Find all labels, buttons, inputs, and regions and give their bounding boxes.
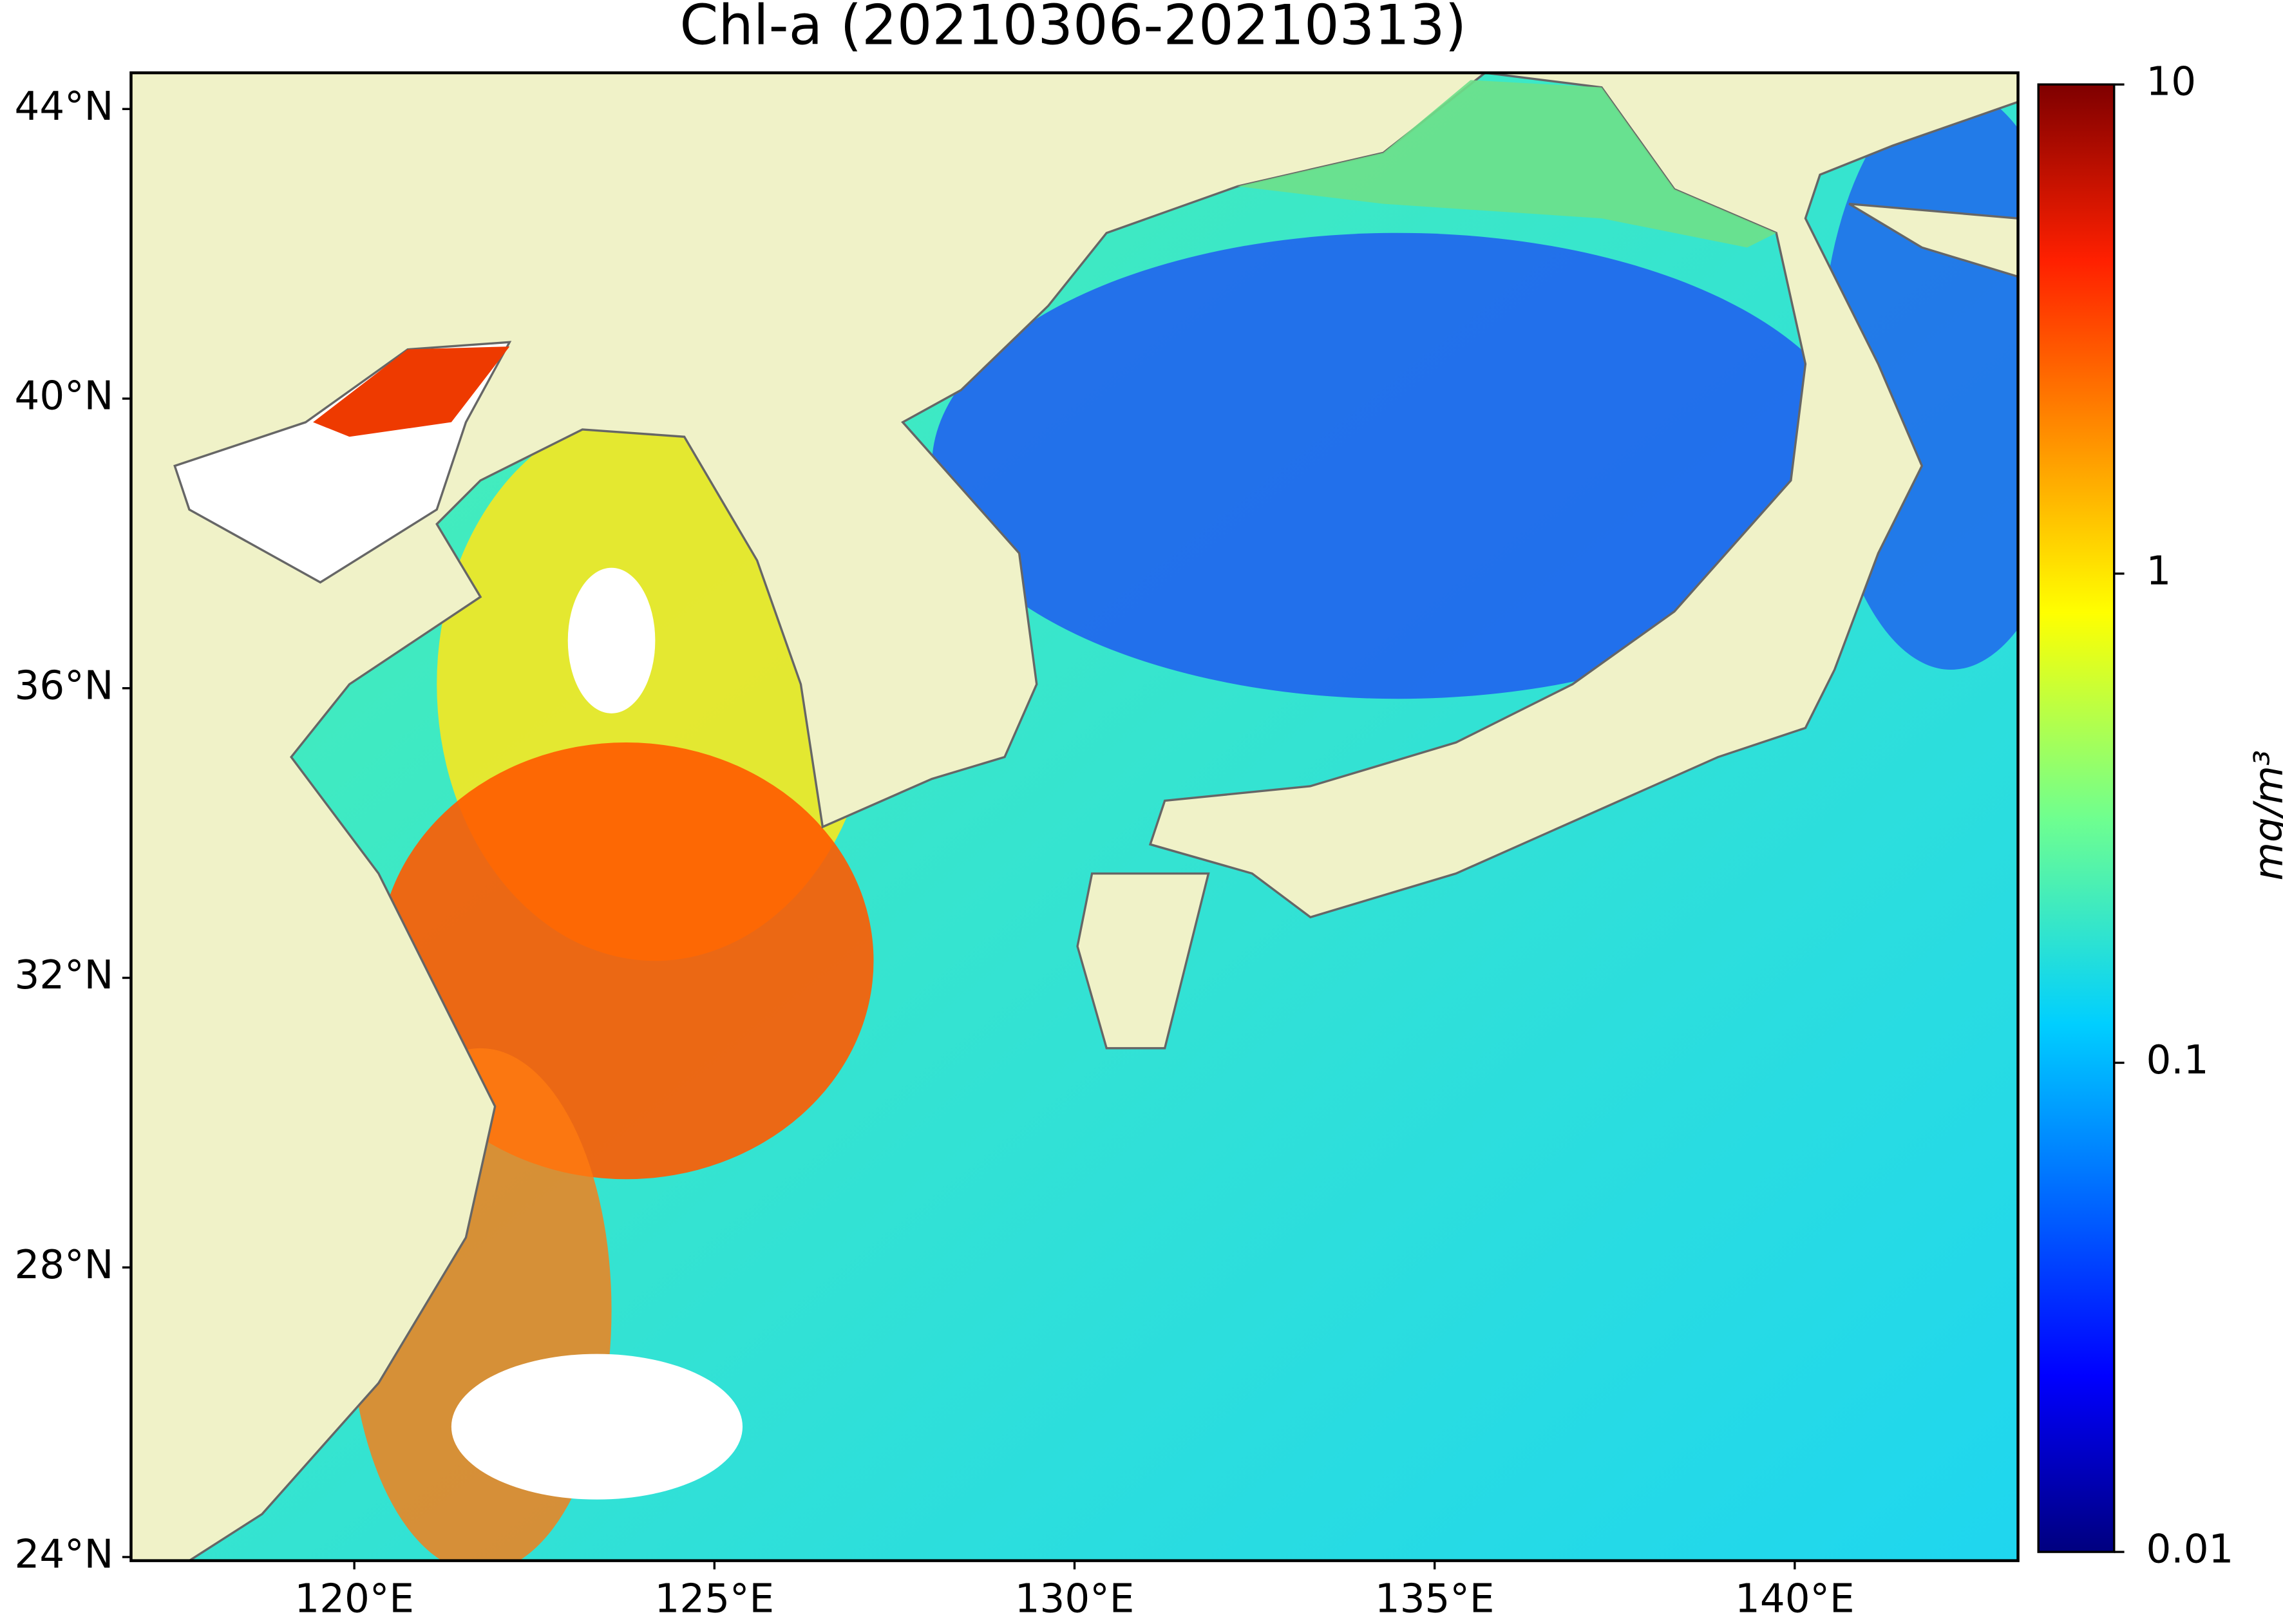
colorbar-tick-label: 10: [2146, 59, 2196, 105]
land: [1076, 872, 1210, 1050]
chart-title: Chl-a (20210306-20210313): [679, 0, 1466, 58]
x-tick-label: 135°E: [1375, 1576, 1495, 1622]
land: [131, 73, 1487, 1561]
map-image: [131, 73, 2018, 1561]
colorbar: [2037, 83, 2116, 1553]
y-tick-label: 28°N: [15, 1242, 114, 1288]
cloud-mask: [567, 567, 656, 713]
y-tick-label: 44°N: [15, 84, 114, 129]
colorbar-tick-label: 0.1: [2146, 1037, 2208, 1083]
x-tick-label: 120°E: [294, 1576, 414, 1622]
colorbar-label: mg/m³: [2246, 750, 2283, 881]
y-tick-label: 32°N: [15, 952, 114, 998]
bohai-bloom: [313, 346, 510, 437]
cloud-mask: [451, 1354, 743, 1500]
y-tick-label: 24°N: [15, 1532, 114, 1578]
colorbar-tick-label: 0.01: [2146, 1527, 2233, 1572]
land: [1148, 73, 2018, 919]
x-tick-label: 140°E: [1735, 1576, 1855, 1622]
y-tick-label: 40°N: [15, 373, 114, 419]
colorbar-tick-label: 1: [2146, 548, 2171, 594]
x-tick-label: 125°E: [655, 1576, 775, 1622]
y-tick-label: 36°N: [15, 663, 114, 708]
x-tick-label: 130°E: [1015, 1576, 1135, 1622]
coastal-water: [1237, 80, 1777, 248]
sea-of-japan: [931, 232, 1864, 699]
land: [1848, 202, 2018, 278]
